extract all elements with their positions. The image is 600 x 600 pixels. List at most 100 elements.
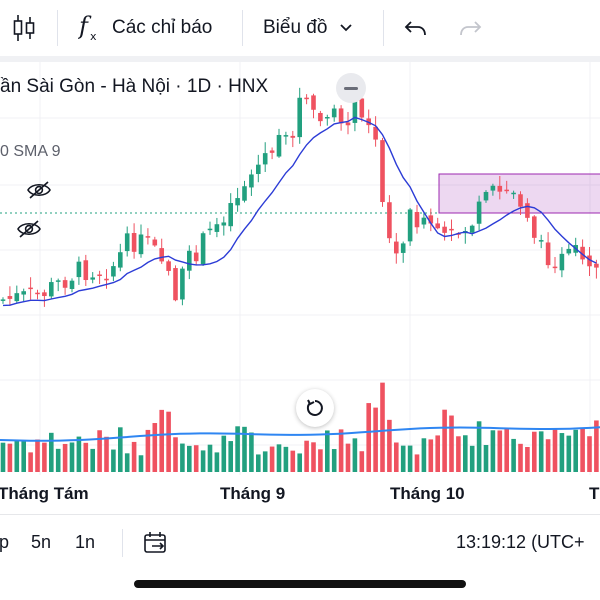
candle xyxy=(497,185,503,192)
volume-bar xyxy=(104,436,109,472)
fx-icon: f x xyxy=(78,13,97,43)
volume-bar xyxy=(463,435,468,472)
volume-bar xyxy=(525,446,530,472)
volume-bar xyxy=(14,441,20,472)
volume-bar xyxy=(90,448,95,472)
range-button[interactable]: p xyxy=(0,532,10,552)
candle xyxy=(525,203,530,218)
range-button-5n[interactable]: 5n xyxy=(31,532,52,552)
candle xyxy=(187,250,192,271)
rectangle-drawing[interactable] xyxy=(438,173,600,214)
candle xyxy=(449,228,454,231)
candle xyxy=(387,202,392,239)
candle xyxy=(256,164,261,175)
volume-bar xyxy=(124,453,130,472)
sma-9-line xyxy=(2,116,597,307)
candle xyxy=(111,266,116,277)
volume-bar xyxy=(35,439,40,472)
volume-bar xyxy=(366,403,371,472)
candle xyxy=(83,260,89,281)
candle xyxy=(318,112,323,122)
candle xyxy=(504,189,509,192)
volume-bar xyxy=(49,432,54,472)
volume-bar xyxy=(580,428,585,472)
volume-bar xyxy=(504,428,509,472)
candle xyxy=(0,299,6,301)
volume-bar xyxy=(228,441,233,472)
candle xyxy=(69,280,75,289)
volume-bar xyxy=(21,441,26,472)
candle xyxy=(290,135,296,138)
candle xyxy=(42,292,47,297)
candle xyxy=(173,268,178,301)
candles-icon[interactable] xyxy=(12,0,36,56)
volume-bar xyxy=(400,445,406,472)
chart-type-label: Biểu đồ xyxy=(263,17,328,38)
chart-pane[interactable] xyxy=(0,62,600,514)
volume-bar xyxy=(538,431,544,472)
volume-bar xyxy=(207,444,213,472)
volume-bar xyxy=(407,445,413,472)
volume-bar xyxy=(0,442,6,472)
volume-bar xyxy=(138,455,144,472)
volume-bar xyxy=(235,426,240,472)
candle xyxy=(414,211,420,228)
reset-icon xyxy=(306,399,323,416)
candle xyxy=(442,226,447,233)
volume-bar xyxy=(352,438,358,472)
candle xyxy=(249,174,254,188)
candle xyxy=(28,287,33,290)
collapse-legend-button[interactable] xyxy=(336,73,366,103)
volume-bar xyxy=(573,429,578,472)
volume-bar xyxy=(325,430,330,472)
redo-icon[interactable] xyxy=(458,0,482,56)
candle xyxy=(193,252,199,262)
volume-bar xyxy=(428,439,434,472)
calendar-range-icon[interactable] xyxy=(143,531,169,555)
candle xyxy=(421,217,427,225)
month-label: Tháng Tám xyxy=(0,484,89,503)
price-chart[interactable] xyxy=(0,62,600,514)
range-button-1n[interactable]: 1n xyxy=(75,532,96,552)
volume-bar xyxy=(497,430,503,472)
volume-bar xyxy=(394,442,399,472)
volume-bar xyxy=(435,435,440,472)
candle xyxy=(311,95,316,110)
eye-off-icon[interactable] xyxy=(16,219,42,239)
chart-title: ần Sài Gòn - Hà Nội · 1D · HNX xyxy=(0,76,269,97)
candle xyxy=(325,116,330,119)
candle xyxy=(400,243,406,253)
reset-chart-button[interactable] xyxy=(296,389,334,427)
candle xyxy=(304,97,309,100)
chart-type-button[interactable]: Biểu đồ xyxy=(263,0,353,56)
candle xyxy=(559,253,565,271)
candle xyxy=(532,216,537,238)
candle xyxy=(49,282,54,297)
volume-bar xyxy=(55,448,61,472)
candle xyxy=(262,153,268,165)
indicators-button[interactable]: f x Các chỉ báo xyxy=(78,0,212,56)
candle xyxy=(394,241,399,254)
bottom-divider xyxy=(122,529,123,557)
candle xyxy=(269,150,275,153)
volume-bar xyxy=(490,430,496,472)
volume-bar xyxy=(69,442,75,472)
candle xyxy=(594,263,599,268)
candle xyxy=(124,233,130,252)
bottom-toolbar: p 5n 1n 13:19:12 (UTC+ xyxy=(0,514,600,571)
volume-bar xyxy=(511,438,516,472)
volume-bar xyxy=(566,435,572,472)
top-toolbar: f x Các chỉ báo Biểu đồ xyxy=(0,0,600,57)
undo-icon[interactable] xyxy=(404,0,428,56)
candle xyxy=(55,280,61,282)
candle xyxy=(242,186,247,201)
volume-bar xyxy=(552,428,558,472)
volume-bar xyxy=(311,442,316,472)
candle xyxy=(428,215,434,224)
candle xyxy=(297,97,302,138)
volume-bar xyxy=(283,446,289,472)
candle xyxy=(131,233,137,252)
eye-off-icon[interactable] xyxy=(26,180,52,200)
volume-bar xyxy=(187,445,192,472)
candle xyxy=(207,228,213,231)
